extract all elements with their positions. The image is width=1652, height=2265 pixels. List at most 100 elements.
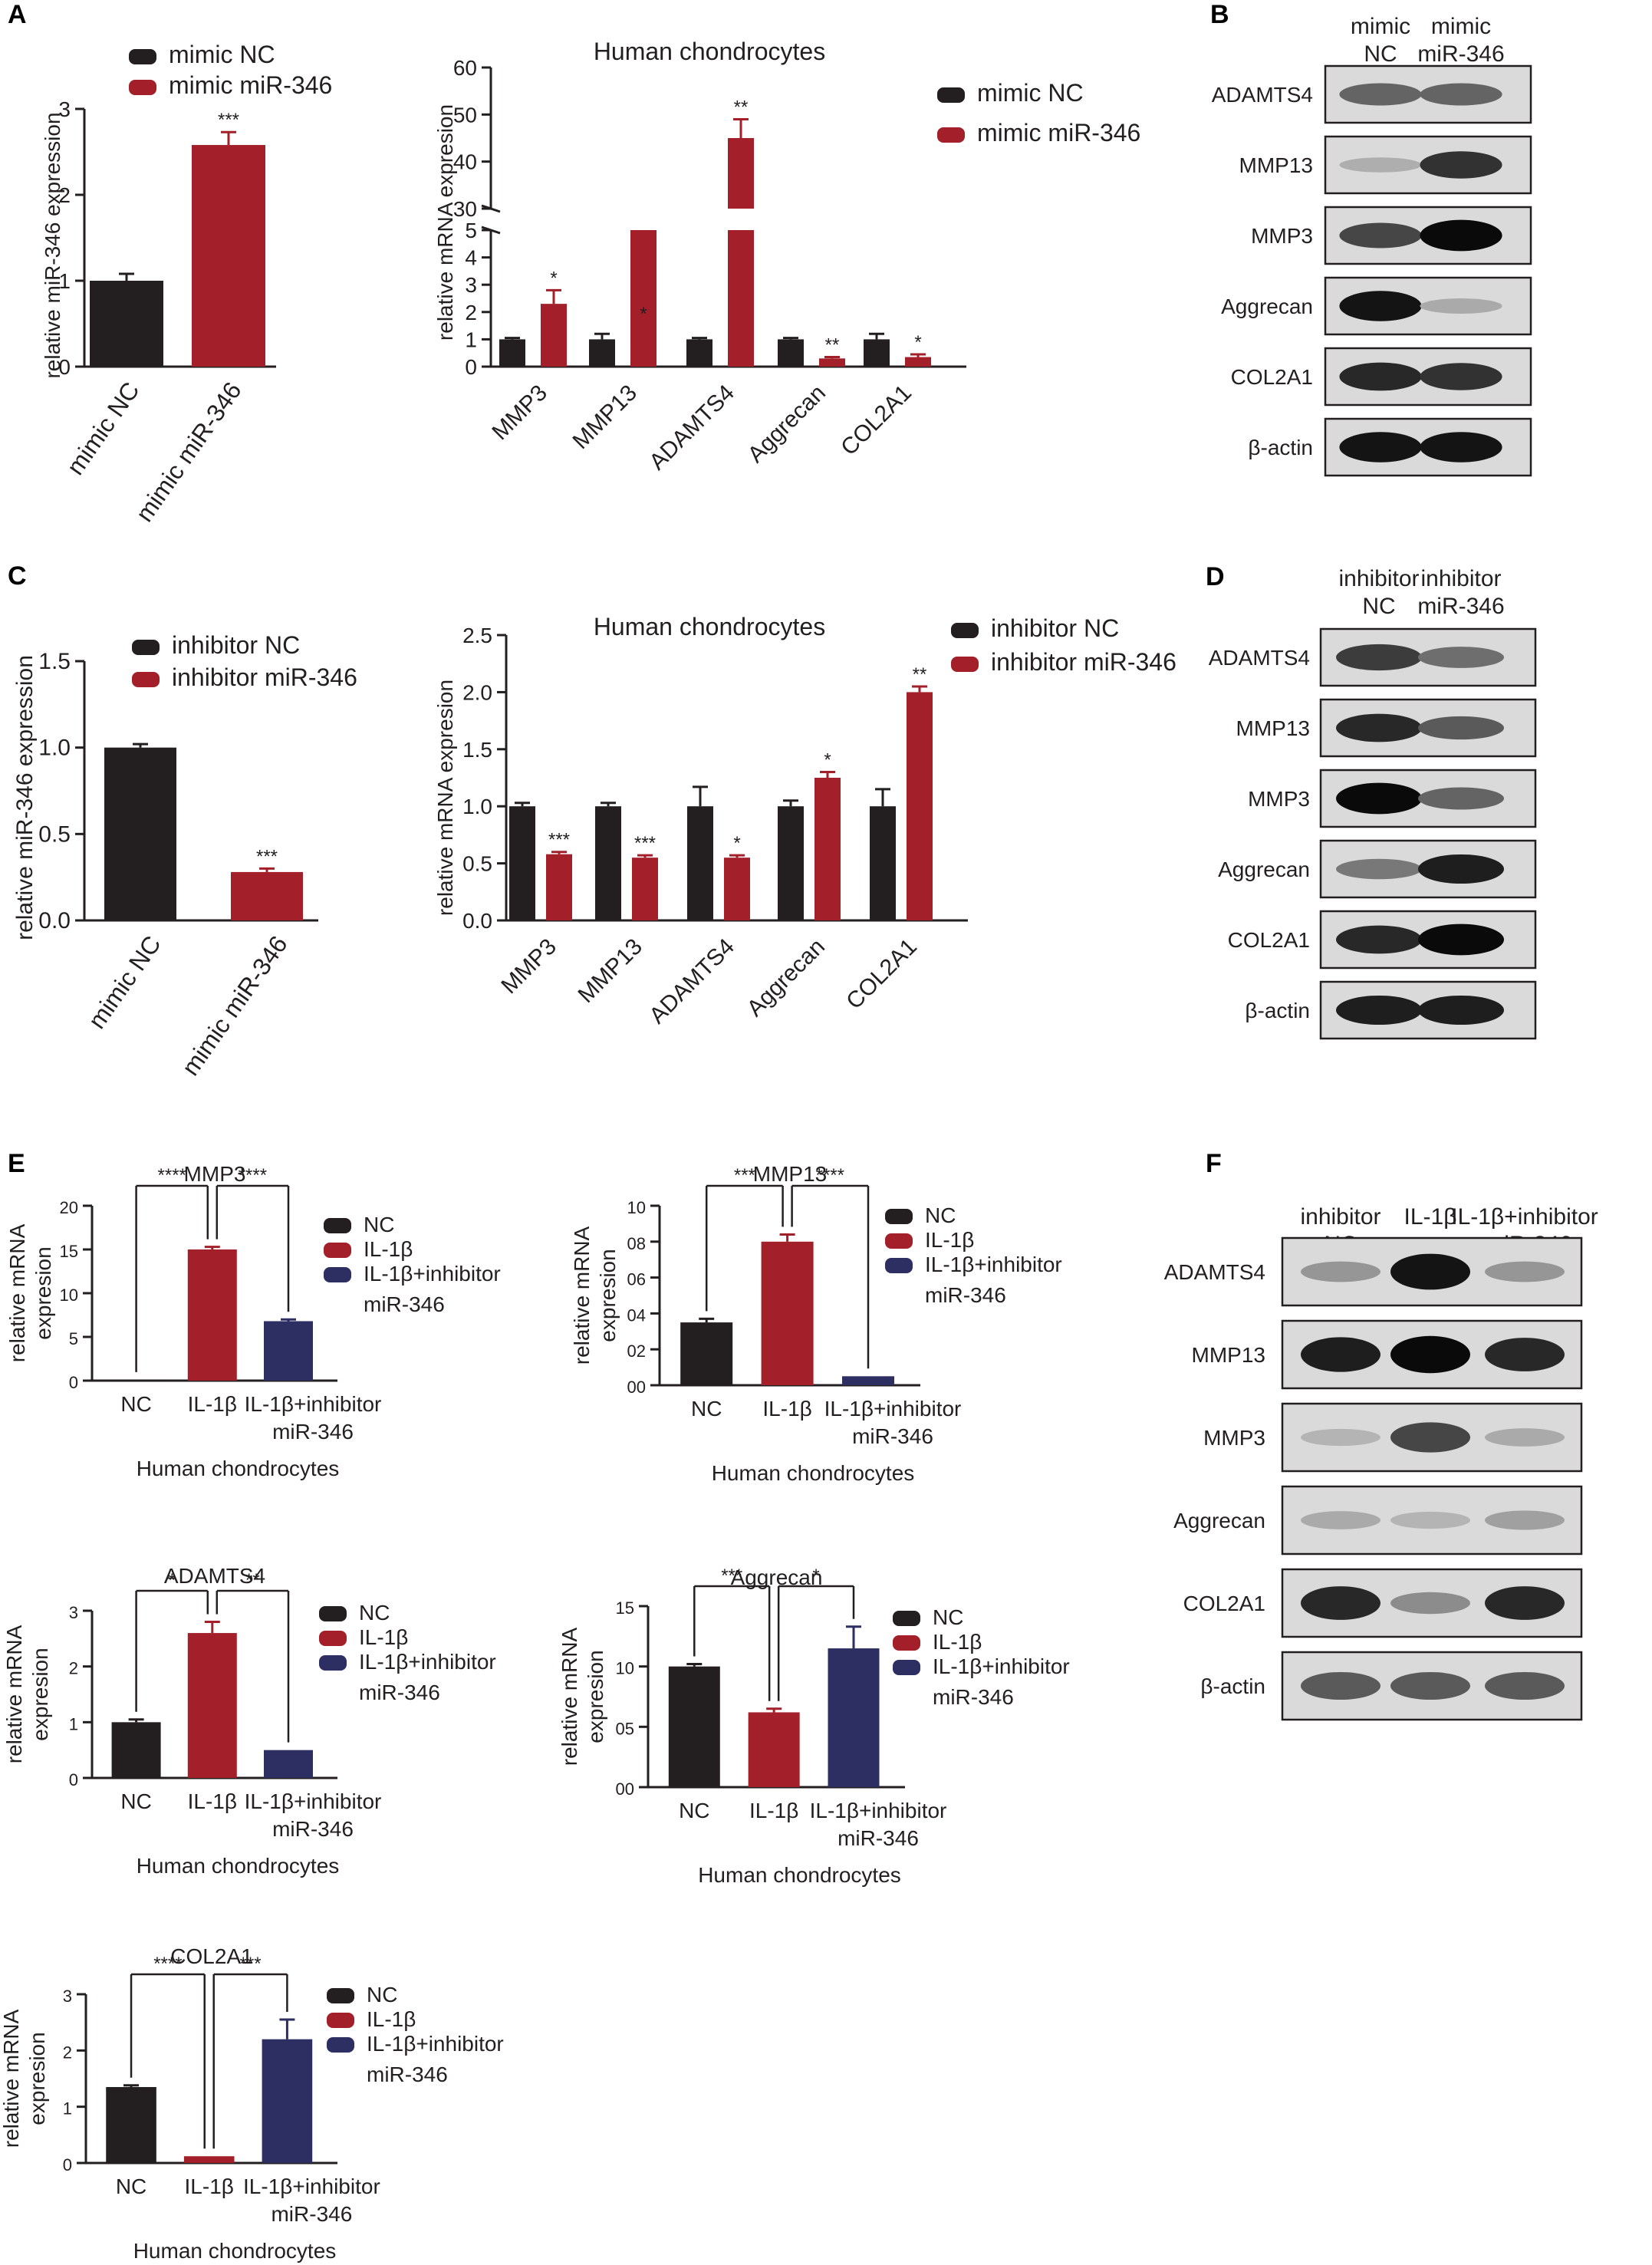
a2-y-tick-label: 2	[465, 301, 477, 324]
e3-legend-inhibitor-swatch	[319, 1655, 347, 1671]
y-label-line1: relative mRNA	[570, 1226, 594, 1365]
blot-d-row-label: MMP13	[1236, 716, 1310, 740]
blot-f-band	[1485, 1510, 1565, 1530]
e4-y-tick-label: 15	[616, 1598, 634, 1618]
e5-y-tick-label: 1	[63, 2099, 72, 2118]
a1-bar-1	[192, 145, 265, 367]
blot-b-band	[1339, 291, 1422, 321]
e5-legend-inhibitor-label: IL-1β+inhibitor	[367, 2032, 504, 2056]
e2-y-tick-label: 02	[627, 1342, 646, 1361]
panel-label-b: B	[1210, 0, 1229, 29]
c1-sig-label: ***	[256, 846, 278, 867]
e1-legend-il1b-label: IL-1β	[364, 1237, 413, 1261]
blot-d-band	[1336, 858, 1422, 880]
e4-y-tick-label: 05	[616, 1719, 634, 1738]
e2-bar-0	[680, 1322, 733, 1385]
a2-y-label: relative mRNA expresion	[433, 104, 457, 341]
blot-f-band	[1390, 1335, 1470, 1374]
e2-legend-il1b-swatch	[885, 1233, 913, 1249]
blot-d-lane-header: miR-346	[1417, 594, 1504, 619]
c2-bar	[509, 806, 535, 920]
a1-x-tick-label: mimic NC	[61, 377, 145, 479]
e2-x-tick-label: IL-1β+inhibitor	[824, 1397, 962, 1421]
blot-b-band	[1420, 363, 1502, 390]
e2-y-tick-label: 00	[627, 1378, 646, 1397]
a2-sig-label: **	[825, 335, 840, 356]
blot-b-lane-header: NC	[1364, 41, 1397, 67]
e3-x-label: Human chondrocytes	[137, 1854, 340, 1878]
e5-sig-label: ***	[240, 1954, 262, 1974]
e1-legend-nc-label: NC	[364, 1213, 394, 1236]
a1-y-label: relative miR-346 expression	[41, 112, 64, 378]
c2-x-tick-label: COL2A1	[841, 934, 922, 1015]
blot-d-row-label: ADAMTS4	[1209, 646, 1310, 670]
e1-legend-il1b-swatch	[324, 1243, 351, 1258]
blot-d-band	[1336, 713, 1422, 742]
a2-title: Human chondrocytes	[594, 38, 825, 65]
blot-b-row-label: Aggrecan	[1221, 295, 1313, 318]
blot-b-band	[1339, 83, 1422, 106]
e3-x-tick-label: IL-1β+inhibitor	[245, 1789, 382, 1813]
panel-label-d: D	[1206, 562, 1225, 591]
c2-x-tick-label: MMP13	[574, 934, 647, 1008]
e5-legend-inhibitor-swatch	[327, 2037, 354, 2053]
e4-x-tick-label: NC	[679, 1799, 709, 1822]
blot-d-lane-header: inhibitor	[1338, 566, 1419, 591]
e1-title: MMP3	[184, 1162, 246, 1186]
blot-f-band	[1301, 1511, 1381, 1529]
a1-y-tick-label: 3	[58, 97, 71, 121]
a2-sig-label: *	[640, 304, 647, 324]
e1-legend-nc-swatch	[324, 1218, 351, 1233]
c2-legend-0-swatch	[951, 623, 979, 638]
blot-d-band	[1418, 854, 1504, 884]
c2-sig-label: **	[913, 664, 927, 685]
a2-legend-1-swatch	[937, 127, 965, 143]
e5-legend-inhibitor-line2: miR-346	[367, 2063, 448, 2086]
a2-y-tick-label: 50	[453, 103, 477, 127]
e5-y-tick-label: 3	[63, 1987, 72, 2006]
e1-y-tick-label: 15	[60, 1242, 78, 1261]
blot-f-band	[1390, 1253, 1470, 1290]
panel-label-e: E	[8, 1149, 25, 1178]
a2-sig-label: *	[550, 268, 557, 288]
e5-x-tick-label: NC	[116, 2174, 146, 2198]
blot-f-band	[1485, 1586, 1565, 1620]
blot-b-band	[1420, 219, 1502, 252]
e5-x-label: Human chondrocytes	[133, 2239, 337, 2263]
blot-d-row-label: COL2A1	[1228, 928, 1310, 952]
c2-bar	[778, 806, 804, 920]
e5-x-tick-label: IL-1β	[185, 2174, 234, 2198]
blot-f-band	[1301, 1337, 1381, 1372]
a2-bar-upper	[728, 138, 754, 209]
e2-x-tick-label: IL-1β	[762, 1397, 811, 1421]
e1-x-tick-label: IL-1β	[188, 1392, 237, 1416]
c1-legend-0-label: inhibitor NC	[172, 631, 300, 659]
c1-legend-0-swatch	[132, 640, 160, 655]
e3-legend-il1b-label: IL-1β	[359, 1625, 408, 1649]
blot-b-lane-header: miR-346	[1417, 41, 1504, 67]
blot-f-band	[1485, 1428, 1565, 1447]
blot-b-band	[1339, 222, 1422, 249]
a2-bar	[541, 304, 567, 367]
e2-sig-label: ***	[734, 1165, 755, 1186]
e3-y-tick-label: 1	[69, 1714, 78, 1733]
a1-legend-0-swatch	[129, 49, 156, 64]
e4-x-tick-label: IL-1β	[749, 1799, 798, 1822]
e3-title: ADAMTS4	[164, 1564, 265, 1588]
e1-y-tick-label: 20	[60, 1198, 78, 1217]
c1-bar-1	[231, 871, 303, 920]
blot-f-band	[1485, 1338, 1565, 1371]
blot-f-band	[1301, 1586, 1381, 1620]
blot-b-band	[1420, 298, 1502, 314]
a2-bar	[589, 339, 615, 367]
blot-b-row-label: β-actin	[1248, 436, 1313, 459]
e2-bar-1	[761, 1241, 814, 1385]
blot-b-row-label: ADAMTS4	[1212, 83, 1313, 107]
a2-legend-0-label: mimic NC	[977, 79, 1084, 107]
e5-x-tick-label: IL-1β+inhibitor	[243, 2174, 380, 2198]
c2-y-tick-label: 0.0	[462, 909, 492, 933]
e1-x-tick-label: IL-1β+inhibitor	[245, 1392, 382, 1416]
a2-bar	[864, 339, 890, 367]
e2-y-tick-label: 06	[627, 1270, 646, 1289]
y-label-line2: expresion	[584, 1650, 607, 1743]
